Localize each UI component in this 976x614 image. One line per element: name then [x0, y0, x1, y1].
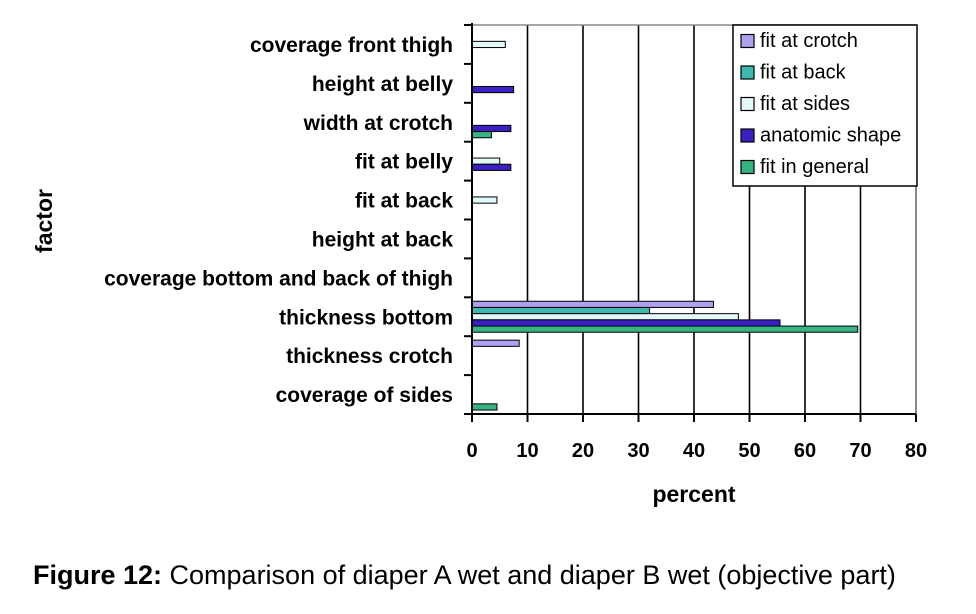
- bar-fit-at-sides-3: [471, 157, 501, 165]
- legend-swatch: [740, 159, 755, 175]
- x-tick-label: 20: [572, 440, 594, 462]
- legend: fit at crotch fit at back fit at sides anat…: [732, 24, 918, 187]
- legend-entry: fit at sides: [760, 93, 850, 115]
- x-axis-title: percent: [652, 481, 735, 507]
- category-label: height at belly: [312, 73, 454, 96]
- category-labels: coverage front thigh height at belly width…: [104, 34, 453, 407]
- legend-swatch: [740, 65, 755, 80]
- figure-caption: Figure 12: Comparison of diaper A wet an…: [33, 560, 896, 591]
- figure-caption-text: Comparison of diaper A wet and diaper B …: [162, 560, 896, 590]
- legend-swatch: [740, 96, 755, 112]
- tick-labels: 0 10 20 30 40 50 60 70 80: [466, 440, 927, 462]
- bar-fit-at-sides-7: [471, 313, 739, 321]
- legend-swatch: [740, 128, 755, 143]
- bar-fit-at-crotch-8: [471, 339, 520, 347]
- category-label: fit at belly: [355, 151, 453, 174]
- bar-fit-in-general-7: [471, 325, 859, 333]
- bar-fit-in-general-9: [471, 403, 498, 411]
- bar-fit-at-crotch-7: [471, 300, 714, 308]
- figure-caption-label: Figure 12:: [33, 560, 163, 590]
- x-tick-label: 10: [516, 440, 538, 462]
- x-tick-label: 0: [466, 440, 477, 462]
- legend-entry: anatomic shape: [760, 125, 901, 147]
- category-label: thickness bottom: [279, 306, 453, 329]
- bar-fit-at-back-7: [471, 306, 651, 315]
- category-label: width at crotch: [303, 112, 453, 135]
- category-label: coverage of sides: [276, 384, 453, 407]
- bar-fit-in-general-2: [471, 131, 492, 139]
- bar-anatomic-shape-7: [471, 319, 781, 327]
- y-axis-title: factor: [31, 189, 57, 253]
- bar-fit-at-sides-4: [471, 196, 498, 204]
- x-tick-label: 70: [849, 440, 871, 462]
- category-label: fit at back: [355, 190, 453, 213]
- category-label: coverage bottom and back of thigh: [104, 267, 453, 290]
- x-tick-label: 40: [683, 440, 705, 462]
- x-tick-label: 60: [794, 440, 816, 462]
- legend-entry: fit in general: [760, 156, 869, 178]
- legend-box: [732, 24, 918, 187]
- legend-swatch: [740, 33, 755, 49]
- x-tick-label: 50: [738, 440, 760, 462]
- legend-entry: fit at back: [760, 62, 847, 84]
- x-tick-label: 30: [627, 440, 649, 462]
- bar-anatomic-shape-2: [471, 124, 512, 133]
- bar-fit-at-sides-0: [471, 40, 506, 49]
- bar-anatomic-shape-1: [471, 85, 515, 94]
- category-label: height at back: [312, 228, 454, 251]
- legend-entry: fit at crotch: [760, 30, 858, 52]
- category-label: thickness crotch: [286, 345, 453, 368]
- axes: [464, 23, 917, 422]
- category-label: coverage front thigh: [250, 34, 453, 57]
- x-tick-label: 80: [905, 440, 927, 462]
- bar-anatomic-shape-3: [471, 163, 512, 171]
